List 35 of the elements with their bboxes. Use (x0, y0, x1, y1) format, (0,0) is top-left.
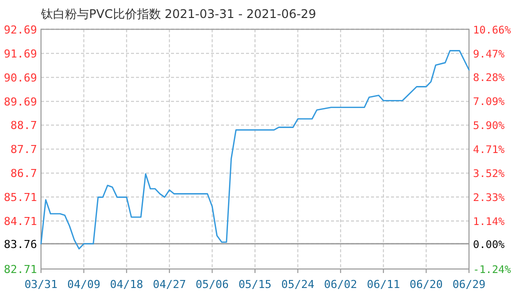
y2-tick-label: 2.33% (473, 192, 506, 204)
y2-tick-label: 9.47% (473, 48, 506, 60)
y2-tick-label: 5.90% (473, 120, 506, 132)
y-tick-label: 88.7 (10, 119, 37, 132)
y-tick-label: 92.69 (4, 23, 37, 36)
y-tick-label: 91.69 (4, 47, 37, 60)
line-series (40, 50, 470, 250)
x-tick-label: 05/15 (238, 278, 272, 291)
y-tick-label: 85.71 (4, 190, 37, 204)
x-tick-label: 05/24 (281, 278, 315, 291)
x-tick-label: 04/09 (67, 278, 100, 291)
x-tick-label: 04/27 (152, 278, 186, 291)
y-tick-label: 86.7 (10, 167, 37, 180)
y-tick-label: 90.69 (4, 71, 37, 84)
y2-tick-label: 8.28% (473, 72, 506, 84)
y2-tick-label: -1.24% (473, 264, 512, 276)
x-tick-label: 04/18 (110, 278, 144, 291)
y-tick-label: 84.71 (4, 214, 37, 228)
y-tick-label: 89.69 (4, 95, 37, 108)
y2-tick-label: 7.09% (473, 96, 506, 108)
x-tick-label: 05/06 (196, 278, 229, 291)
x-tick-label: 06/11 (366, 278, 400, 291)
y-tick-label: 82.71 (4, 263, 37, 276)
y2-tick-label: 1.14% (473, 216, 506, 228)
x-tick-label: 06/20 (410, 278, 443, 291)
y-tick-label: 83.76 (4, 238, 37, 251)
x-tick-label: 06/02 (324, 278, 358, 291)
y2-tick-label: 10.66% (473, 24, 512, 36)
x-tick-label: 06/29 (452, 278, 486, 291)
y2-tick-label: 0.00% (473, 239, 506, 252)
chart-title: 钛白粉与PVC比价指数 2021-03-31 - 2021-06-29 (40, 7, 316, 21)
y2-tick-label: 4.71% (473, 144, 506, 156)
x-tick-label: 03/31 (24, 278, 58, 291)
y-tick-label: 87.7 (10, 143, 37, 156)
y2-tick-label: 3.52% (473, 168, 506, 180)
